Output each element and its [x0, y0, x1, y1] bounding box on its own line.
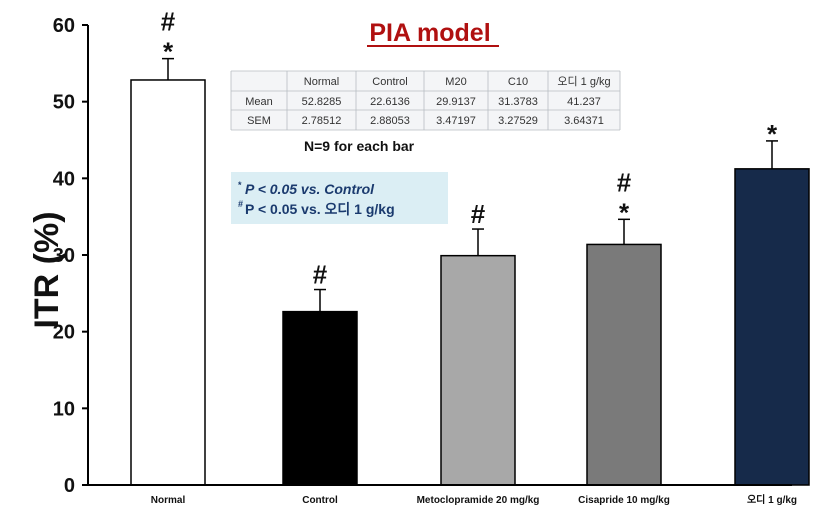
- table-background: [231, 71, 620, 130]
- table-cell: 3.27529: [498, 115, 538, 127]
- legend-text-odi: P < 0.05 vs. 오디 1 g/kg: [245, 201, 395, 217]
- table-cell: 2.78512: [302, 115, 342, 127]
- significance-hash: #: [617, 167, 632, 197]
- category-label: Control: [302, 495, 338, 506]
- bar: [734, 168, 810, 486]
- significance-legend: * P < 0.05 vs. Control # P < 0.05 vs. 오디…: [231, 172, 448, 224]
- sample-size-note: N=9 for each bar: [304, 138, 415, 154]
- table-cell: 2.88053: [370, 115, 410, 127]
- y-tick-label: 30: [53, 245, 75, 267]
- table-header-cell: 오디 1 g/kg: [557, 75, 610, 88]
- legend-symbol-hash: #: [238, 199, 243, 209]
- table-cell: 3.64371: [564, 115, 604, 127]
- significance-markers: #*###**: [161, 7, 778, 290]
- chart-title: PIA model: [369, 19, 490, 47]
- legend-box: [231, 172, 448, 224]
- y-axis-ticks: 0 10 20 30 40 50 60: [53, 15, 88, 497]
- significance-hash: #: [471, 199, 486, 229]
- stats-table: Normal Control M20 C10 오디 1 g/kg Mean 52.8285 2…: [230, 70, 621, 131]
- table-cell: SEM: [247, 115, 271, 127]
- bar: [440, 254, 516, 486]
- table-header-cell: Normal: [304, 76, 339, 88]
- table-cell: 3.47197: [436, 115, 476, 127]
- category-label: Normal: [151, 495, 186, 506]
- category-labels: Normal Control Metoclopramide 20 mg/kg Cisa…: [151, 493, 797, 506]
- y-tick-label: 40: [53, 168, 75, 190]
- y-tick-label: 10: [53, 398, 75, 420]
- table-cell: 29.9137: [436, 96, 476, 108]
- category-label: Cisapride 10 mg/kg: [578, 495, 670, 506]
- table-header-cell: Control: [372, 76, 407, 88]
- bar: [586, 243, 662, 486]
- y-tick-label: 50: [53, 92, 75, 114]
- bars: [130, 57, 810, 486]
- y-tick-label: 20: [53, 322, 75, 344]
- table-cell: 22.6136: [370, 96, 410, 108]
- legend-symbol-star: *: [238, 180, 242, 190]
- significance-hash: #: [161, 7, 176, 37]
- y-tick-label: 60: [53, 15, 75, 37]
- legend-text-control: P < 0.05 vs. Control: [245, 181, 375, 197]
- significance-star: *: [767, 119, 778, 149]
- table-cell: 31.3783: [498, 96, 538, 108]
- category-label: Metoclopramide 20 mg/kg: [417, 495, 540, 506]
- table-cell: Mean: [245, 96, 273, 108]
- table-header-cell: M20: [445, 76, 466, 88]
- category-label: 오디 1 g/kg: [747, 493, 797, 506]
- table-header-cell: C10: [508, 76, 528, 88]
- y-tick-label: 0: [64, 475, 75, 497]
- y-axis-label: ITR (%): [28, 211, 66, 328]
- significance-hash: #: [313, 260, 328, 290]
- bar: [130, 79, 206, 486]
- bar: [282, 310, 358, 486]
- significance-star: *: [163, 37, 174, 67]
- table-cell: 41.237: [567, 96, 601, 108]
- significance-star: *: [619, 197, 630, 227]
- table-cell: 52.8285: [302, 96, 342, 108]
